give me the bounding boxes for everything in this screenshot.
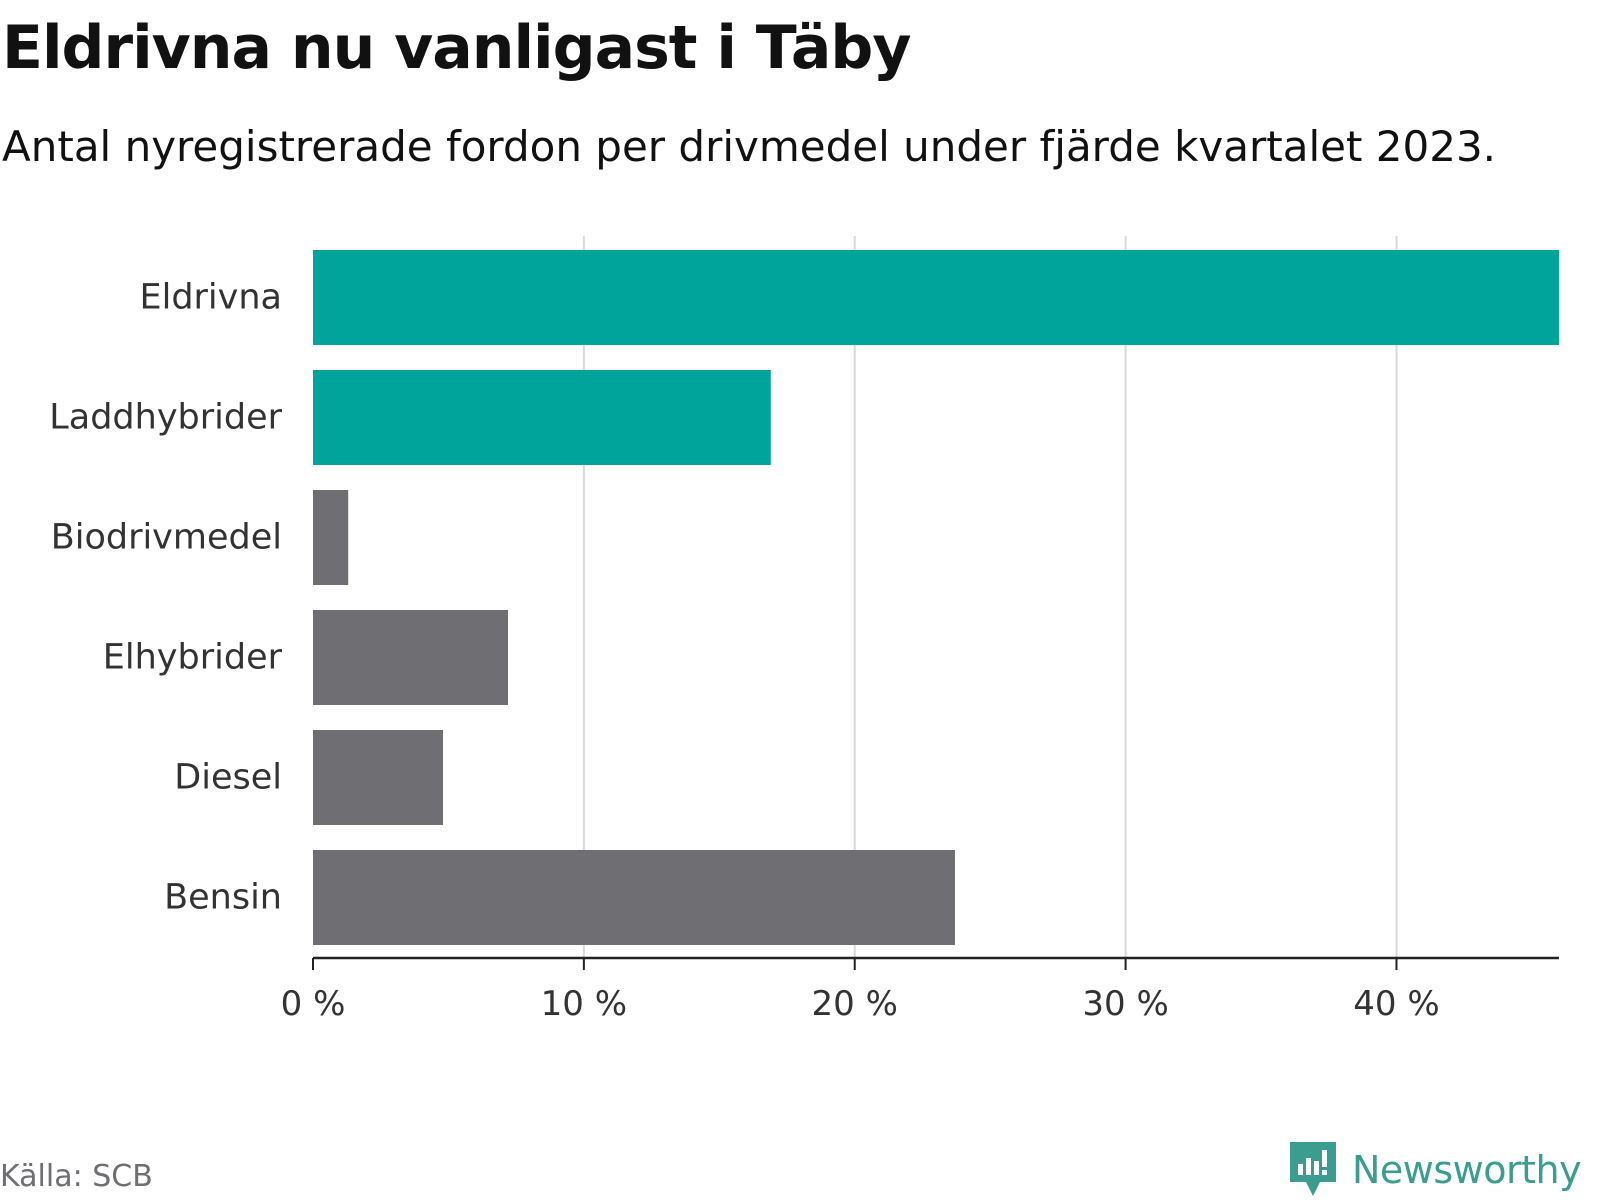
newsworthy-logo-icon xyxy=(1290,1142,1336,1196)
category-label-eldrivna: Eldrivna xyxy=(139,278,282,318)
x-tick-label: 30 % xyxy=(1082,984,1168,1024)
bar-laddhybrider xyxy=(313,370,771,465)
bars xyxy=(313,250,1559,945)
x-tick-label: 40 % xyxy=(1353,984,1439,1024)
category-label-diesel: Diesel xyxy=(174,758,282,798)
bar-elhybrider xyxy=(313,610,509,705)
category-label-biodrivmedel: Biodrivmedel xyxy=(51,518,282,558)
x-tick-label: 20 % xyxy=(812,984,898,1024)
category-label-elhybrider: Elhybrider xyxy=(103,638,283,678)
brand-name: Newsworthy xyxy=(1352,1148,1582,1192)
bar-diesel xyxy=(313,730,444,825)
bar-eldrivna xyxy=(313,250,1559,345)
category-label-laddhybrider: Laddhybrider xyxy=(49,398,282,438)
chart-subtitle: Antal nyregistrerade fordon per drivmede… xyxy=(2,122,1497,171)
x-axis: 0 % 10 % 20 % 30 % 40 % xyxy=(281,956,1559,1024)
category-labels: Eldrivna Laddhybrider Biodrivmedel Elhybrid… xyxy=(49,278,282,918)
source-note: Källa: SCB xyxy=(0,1159,153,1194)
category-label-bensin: Bensin xyxy=(164,878,282,918)
bar-bensin xyxy=(313,850,955,945)
bar-biodrivmedel xyxy=(313,490,349,585)
gridlines xyxy=(582,236,1398,958)
brand: Newsworthy xyxy=(1288,1140,1582,1200)
x-tick-label: 10 % xyxy=(541,984,627,1024)
chart-title: Eldrivna nu vanligast i Täby xyxy=(2,13,911,83)
x-tick-label: 0 % xyxy=(281,984,346,1024)
